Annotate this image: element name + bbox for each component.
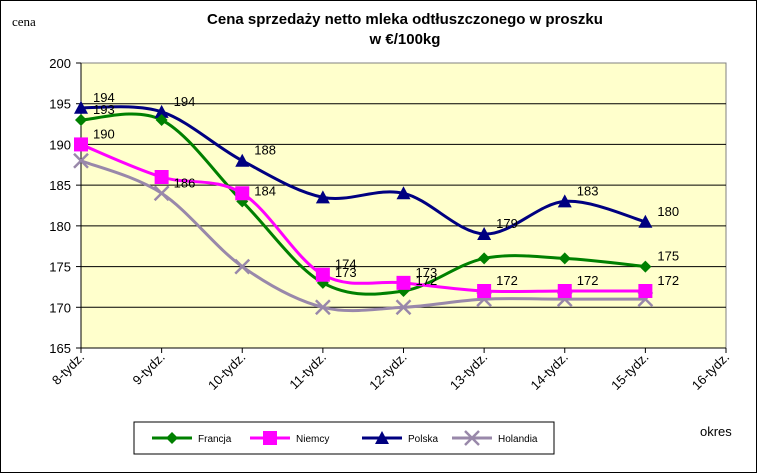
data-label: 186 <box>174 175 196 190</box>
legend-label: Polska <box>408 434 438 445</box>
x-tick-label: 11-tydz. <box>286 350 329 393</box>
x-tick-label: 15-tydz. <box>608 350 651 393</box>
data-point-holandia <box>314 299 331 316</box>
data-point-niemcy <box>235 186 250 201</box>
data-point-polska <box>396 186 411 200</box>
y-tick-label: 170 <box>49 300 71 315</box>
marker-stroke <box>73 152 89 169</box>
data-point-francja <box>75 114 87 126</box>
data-label: 172 <box>577 273 599 288</box>
data-point-holandia <box>234 258 251 275</box>
data-point-polska <box>74 100 88 114</box>
legend-label: Niemcy <box>296 434 329 445</box>
data-point-polska <box>154 104 169 118</box>
data-label: 175 <box>657 249 679 264</box>
data-point-holandia <box>153 185 170 202</box>
data-point-polska <box>315 190 330 204</box>
data-point-polska <box>235 153 250 167</box>
legend-marker <box>166 432 178 444</box>
marker-stroke <box>464 430 480 446</box>
data-label: 172 <box>496 273 518 288</box>
data-label: 174 <box>335 257 357 272</box>
data-point-francja <box>639 260 652 273</box>
data-point-polska <box>477 227 492 240</box>
marker-stroke <box>234 258 251 275</box>
data-point-holandia <box>73 152 89 169</box>
data-point-holandia <box>395 299 412 316</box>
data-point-niemcy <box>74 137 88 152</box>
marker-stroke <box>153 185 170 202</box>
y-tick-label: 200 <box>49 56 71 71</box>
series-line-polska <box>80 105 646 236</box>
y-axis-label: cena <box>12 14 36 29</box>
series-markers <box>73 100 654 316</box>
data-label: 172 <box>657 273 679 288</box>
data-label: 173 <box>335 265 357 280</box>
legend-marker <box>375 431 389 444</box>
data-point-niemcy <box>557 284 572 298</box>
gridlines <box>81 103 726 308</box>
data-point-francja <box>558 252 571 265</box>
marker-stroke <box>314 299 331 316</box>
data-label: 180 <box>657 204 679 219</box>
x-tick-label: 9-tydz. <box>130 350 168 388</box>
legend-label: Holandia <box>498 434 538 445</box>
data-point-niemcy <box>396 275 411 290</box>
y-tick-label: 190 <box>49 137 71 152</box>
y-tick-label: 175 <box>49 260 71 275</box>
data-point-niemcy <box>638 284 653 298</box>
y-tick-label: 185 <box>49 178 71 193</box>
legend-marker <box>464 430 480 446</box>
y-tick-label: 165 <box>49 341 71 356</box>
x-tick-label: 14-tydz. <box>528 350 571 393</box>
data-point-niemcy <box>477 284 492 298</box>
data-point-polska <box>557 194 572 208</box>
data-label: 173 <box>416 265 438 280</box>
data-point-niemcy <box>315 267 330 282</box>
chart-title-line1: Cena sprzedaży netto mleka odtłuszczoneg… <box>207 11 603 28</box>
x-tick-label: 10-tydz. <box>205 350 248 393</box>
data-label: 183 <box>577 183 599 198</box>
x-tick-label: 12-tydz. <box>366 350 409 393</box>
data-point-niemcy <box>154 170 169 184</box>
data-label: 172 <box>416 273 438 288</box>
legend-label: Francja <box>198 434 232 445</box>
data-point-polska <box>638 214 653 228</box>
y-tick-label: 195 <box>49 97 71 112</box>
marker-stroke <box>395 299 412 316</box>
data-point-francja <box>155 114 168 126</box>
series-line-francja <box>80 112 646 296</box>
x-tick-label: 16-tydz. <box>689 350 732 393</box>
legend-items: Francja Niemcy Polska Holandia <box>152 430 538 446</box>
data-label: 194 <box>174 94 196 109</box>
data-label: 184 <box>254 183 276 198</box>
data-label: 194 <box>93 90 115 105</box>
x-axis-label: okres <box>700 424 732 439</box>
y-tick-label: 180 <box>49 219 71 234</box>
data-label: 179 <box>496 216 518 231</box>
data-point-francja <box>478 252 491 265</box>
data-label: 193 <box>93 102 115 117</box>
data-label: 190 <box>93 126 115 141</box>
data-label: 188 <box>254 143 276 158</box>
x-tick-label: 13-tydz. <box>447 350 490 393</box>
chart-title-line2: w €/100kg <box>369 31 441 48</box>
legend-marker <box>263 431 277 445</box>
